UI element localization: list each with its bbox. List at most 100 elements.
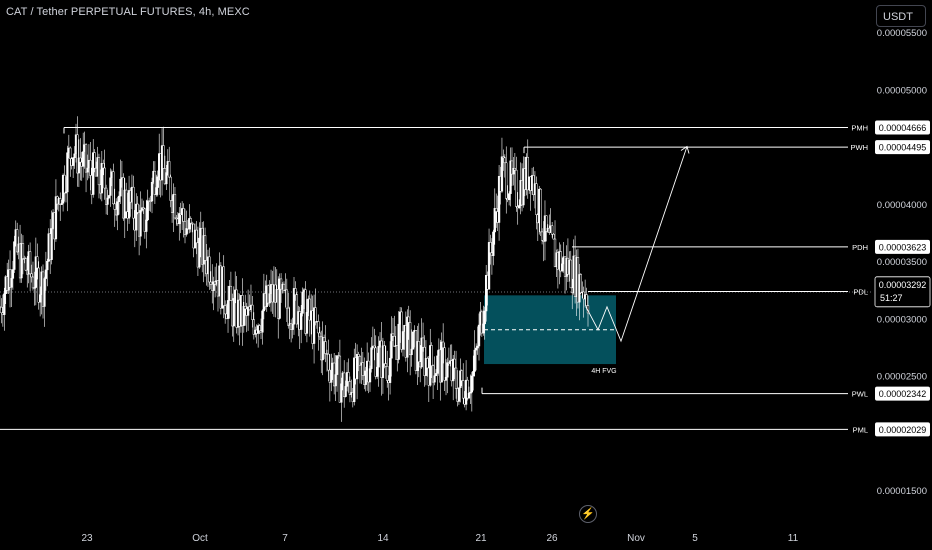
candle-up	[3, 293, 6, 315]
candle-up	[146, 200, 149, 221]
candle-down	[324, 341, 327, 354]
level-price-box	[875, 239, 930, 254]
candle-down	[252, 319, 255, 335]
y-tick-label: 0.00001500	[877, 486, 927, 497]
candle-down	[84, 144, 88, 173]
level-name-label: PDL	[853, 287, 868, 296]
candle-down	[103, 167, 106, 189]
candle-up	[185, 228, 188, 235]
candle-down	[579, 274, 582, 293]
candle-up	[477, 324, 481, 347]
candle-up	[344, 386, 347, 397]
candle-up	[485, 275, 488, 312]
candle-up	[44, 269, 48, 279]
candle-down	[208, 256, 211, 283]
candle-up	[71, 157, 75, 166]
candle-down	[421, 337, 425, 348]
candle-down	[358, 356, 362, 366]
candle-down	[132, 186, 135, 219]
candle-down	[168, 161, 171, 178]
candle-up	[470, 375, 473, 393]
candle-down	[258, 325, 261, 332]
candle-up	[410, 348, 413, 356]
projection-arrowhead	[680, 145, 690, 154]
candle-down	[31, 276, 35, 289]
candle-up	[300, 313, 303, 330]
candle-down	[373, 345, 376, 349]
current-price-box	[874, 276, 931, 308]
candle-up	[397, 323, 400, 360]
level-price-box	[875, 120, 930, 135]
candle-up	[482, 323, 485, 334]
candle-down	[407, 316, 410, 323]
candle-up	[34, 256, 38, 288]
candle-up	[444, 376, 448, 381]
fvg-label: 4H FVG	[591, 368, 616, 375]
candle-down	[97, 157, 101, 186]
level-price-label: 0.00003623	[879, 242, 927, 252]
candle-down	[383, 345, 386, 364]
candle-up	[66, 152, 69, 193]
x-tick-label: Oct	[192, 533, 208, 544]
candle-up	[261, 310, 264, 333]
candle-up	[474, 347, 478, 351]
lightning-icon[interactable]: ⚡	[579, 505, 597, 523]
current-price-label: 0.00003292	[879, 280, 927, 290]
candle-down	[183, 221, 187, 235]
candle-down	[222, 266, 225, 306]
candle-up	[198, 237, 201, 268]
y-tick-label: 0.00004000	[877, 200, 927, 211]
candle-down	[79, 157, 82, 163]
projection-path	[585, 146, 688, 343]
candle-down	[36, 256, 39, 269]
candle-down	[569, 259, 572, 289]
candle-down	[443, 347, 446, 381]
candle-up	[226, 300, 230, 319]
candle-up	[330, 370, 333, 383]
candle-down	[585, 294, 588, 306]
level-name-label: PMH	[851, 123, 868, 132]
candle-up	[145, 219, 148, 232]
candle-up	[54, 196, 58, 240]
candle-up	[492, 231, 495, 256]
candle-down	[173, 193, 177, 219]
candle-down	[391, 333, 395, 337]
candle-up	[305, 312, 309, 334]
candle-up	[509, 160, 512, 194]
currency-button[interactable]: USDT	[876, 5, 926, 27]
level-price-label: 0.00002029	[879, 425, 927, 435]
candle-up	[135, 203, 138, 231]
candle-down	[453, 358, 456, 369]
candle-up	[473, 349, 476, 372]
candle-down	[431, 365, 435, 383]
candle-up	[355, 354, 359, 380]
candle-up	[335, 355, 339, 375]
candle-down	[224, 305, 227, 315]
candle-down	[540, 231, 544, 241]
candle-down	[162, 145, 165, 169]
candle-up	[291, 323, 294, 330]
candle-up	[364, 370, 367, 385]
candle-up	[109, 177, 112, 196]
candle-down	[21, 243, 25, 259]
candle-up	[411, 331, 415, 350]
candle-up	[39, 294, 42, 303]
candle-up	[82, 151, 85, 167]
candle-up	[10, 278, 13, 288]
candle-down	[229, 285, 233, 301]
candle-down	[545, 215, 548, 232]
candle-up	[433, 375, 436, 383]
candle-down	[314, 307, 317, 322]
candle-down	[384, 363, 387, 367]
candle-up	[64, 191, 68, 194]
x-tick-label: 26	[546, 533, 558, 544]
x-tick-label: 14	[377, 533, 389, 544]
candle-down	[125, 189, 128, 212]
candle-up	[368, 368, 372, 383]
candle-down	[153, 170, 157, 195]
candle-up	[73, 153, 76, 159]
candle-down	[304, 289, 307, 334]
candle-up	[139, 210, 142, 237]
